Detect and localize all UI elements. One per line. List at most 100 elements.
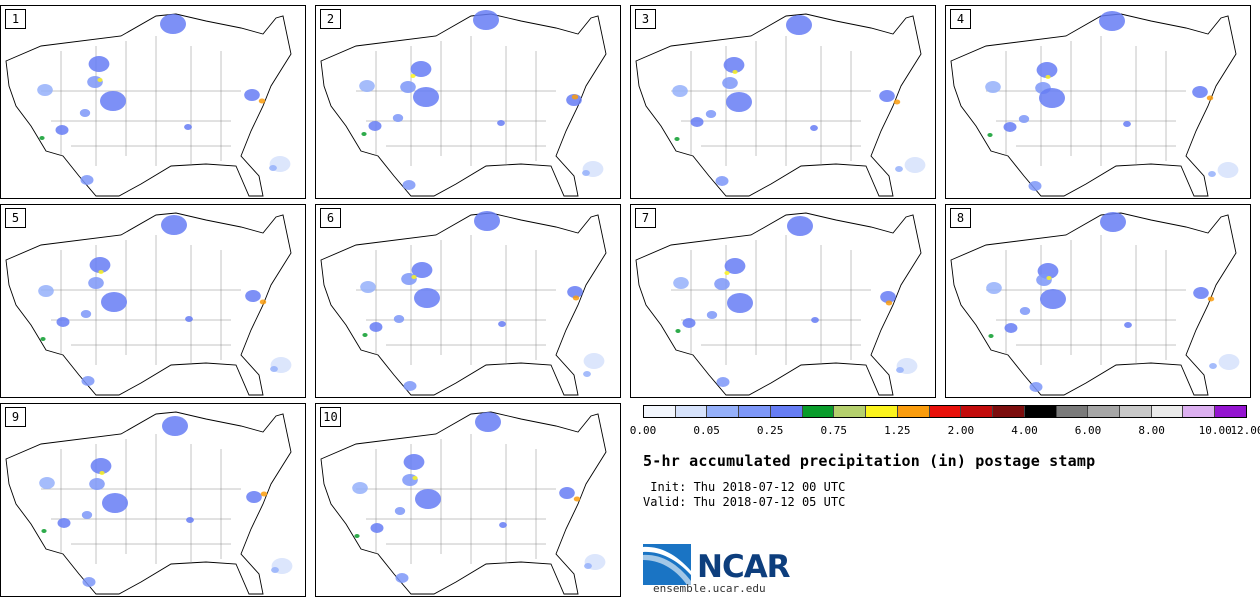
precip-cell (393, 315, 405, 323)
stamp-number: 4 (950, 9, 971, 29)
precip-cell (1100, 212, 1126, 232)
precip-cell (410, 61, 432, 77)
precip-cell (473, 10, 499, 30)
precip-cell (403, 454, 425, 470)
precip-cell (727, 293, 753, 313)
stamp-number: 2 (320, 9, 341, 29)
precip-cell (475, 412, 501, 432)
colorbar-tick-label: 1.25 (884, 424, 911, 437)
country-outline (320, 13, 607, 197)
precip-cell (583, 371, 591, 377)
colorbar-segment (675, 406, 708, 417)
colorbar-tick-label: 4.00 (1011, 424, 1038, 437)
precip-cell (1124, 322, 1132, 328)
conus-map (320, 10, 607, 197)
precip-cell (245, 290, 261, 302)
precip-cell (410, 74, 416, 78)
precip-cell (1192, 86, 1208, 98)
precip-cell (368, 121, 382, 131)
precip-cell (732, 70, 738, 74)
precip-cell (81, 376, 95, 386)
stamp-7: 7 (630, 204, 936, 398)
precip-cell (186, 517, 194, 523)
precip-cell (402, 474, 418, 486)
precip-cell (81, 511, 93, 519)
precip-cell (411, 275, 417, 279)
colorbar-segment (834, 406, 867, 417)
colorbar-segment (993, 406, 1025, 417)
precip-cell (360, 281, 376, 293)
precip-cell (987, 133, 993, 137)
ncar-logo-icon (643, 544, 691, 585)
precip-cell (244, 89, 260, 101)
precip-cell (904, 157, 926, 173)
precip-cell (584, 563, 592, 569)
precip-cell (499, 522, 507, 528)
colorbar-segment (961, 406, 994, 417)
colorbar-tick-label: 0.00 (629, 424, 657, 437)
conus-map (5, 411, 293, 595)
stamp-5: 5 (0, 204, 306, 398)
precip-cell (1036, 274, 1052, 286)
precip-cell (567, 286, 583, 298)
precip-cell (88, 56, 110, 72)
precip-cell (79, 109, 91, 117)
precip-cell (1029, 382, 1043, 392)
precip-cell (87, 76, 103, 88)
colorbar-tick-label: 6.00 (1074, 424, 1102, 437)
stamp-number: 5 (5, 208, 26, 228)
precip-cell (1003, 122, 1017, 132)
precip-cell (674, 137, 680, 141)
precip-cell (1045, 75, 1051, 79)
init-time: Init: Thu 2018-07-12 00 UTC (643, 480, 846, 494)
stamp-number: 9 (5, 407, 26, 427)
precip-cell (1039, 88, 1065, 108)
plot-title: 5-hr accumulated precipitation (in) post… (643, 452, 1096, 470)
valid-time: Valid: Thu 2018-07-12 05 UTC (643, 495, 846, 509)
colorbar-tick-label: 0.05 (693, 424, 720, 437)
precip-cell (258, 98, 266, 104)
precip-cell (400, 81, 416, 93)
conus-map (635, 13, 926, 197)
colorbar-segment (707, 406, 740, 417)
precip-cell (413, 87, 439, 107)
precip-cell (1123, 121, 1131, 127)
stamp-number: 8 (950, 208, 971, 228)
precip-cell (402, 180, 416, 190)
precip-cell (362, 333, 368, 337)
conus-map (950, 11, 1239, 197)
precip-cell (985, 81, 1001, 93)
site-url: ensemble.ucar.edu (653, 582, 766, 595)
colorbar-segment (929, 406, 962, 417)
country-outline (5, 212, 292, 396)
precip-cell (80, 175, 94, 185)
colorbar-segment (739, 406, 771, 417)
precip-cell (583, 353, 605, 369)
colorbar-segment (802, 406, 835, 417)
stamp-number: 1 (5, 9, 26, 29)
precip-colorbar (643, 405, 1247, 418)
precip-cell (573, 496, 581, 502)
country-outline (950, 212, 1237, 396)
precip-cell (162, 416, 188, 436)
precip-cell (1206, 95, 1214, 101)
stamp-3: 3 (630, 5, 936, 199)
precip-cell (88, 277, 104, 289)
precip-cell (89, 478, 105, 490)
precip-cell (672, 85, 688, 97)
precip-cell (675, 329, 681, 333)
country-outline (5, 13, 292, 197)
conus-map (5, 212, 292, 396)
precip-cell (271, 567, 279, 573)
country-outline (320, 212, 607, 396)
precip-cell (414, 288, 440, 308)
precip-cell (1004, 323, 1018, 333)
precip-cell (571, 94, 579, 100)
precip-cell (706, 311, 718, 319)
precip-cell (98, 270, 104, 274)
stamp-6: 6 (315, 204, 621, 398)
precip-cell (37, 84, 53, 96)
conus-map (635, 212, 922, 396)
stamp-9: 9 (0, 403, 306, 597)
precip-cell (260, 491, 268, 497)
